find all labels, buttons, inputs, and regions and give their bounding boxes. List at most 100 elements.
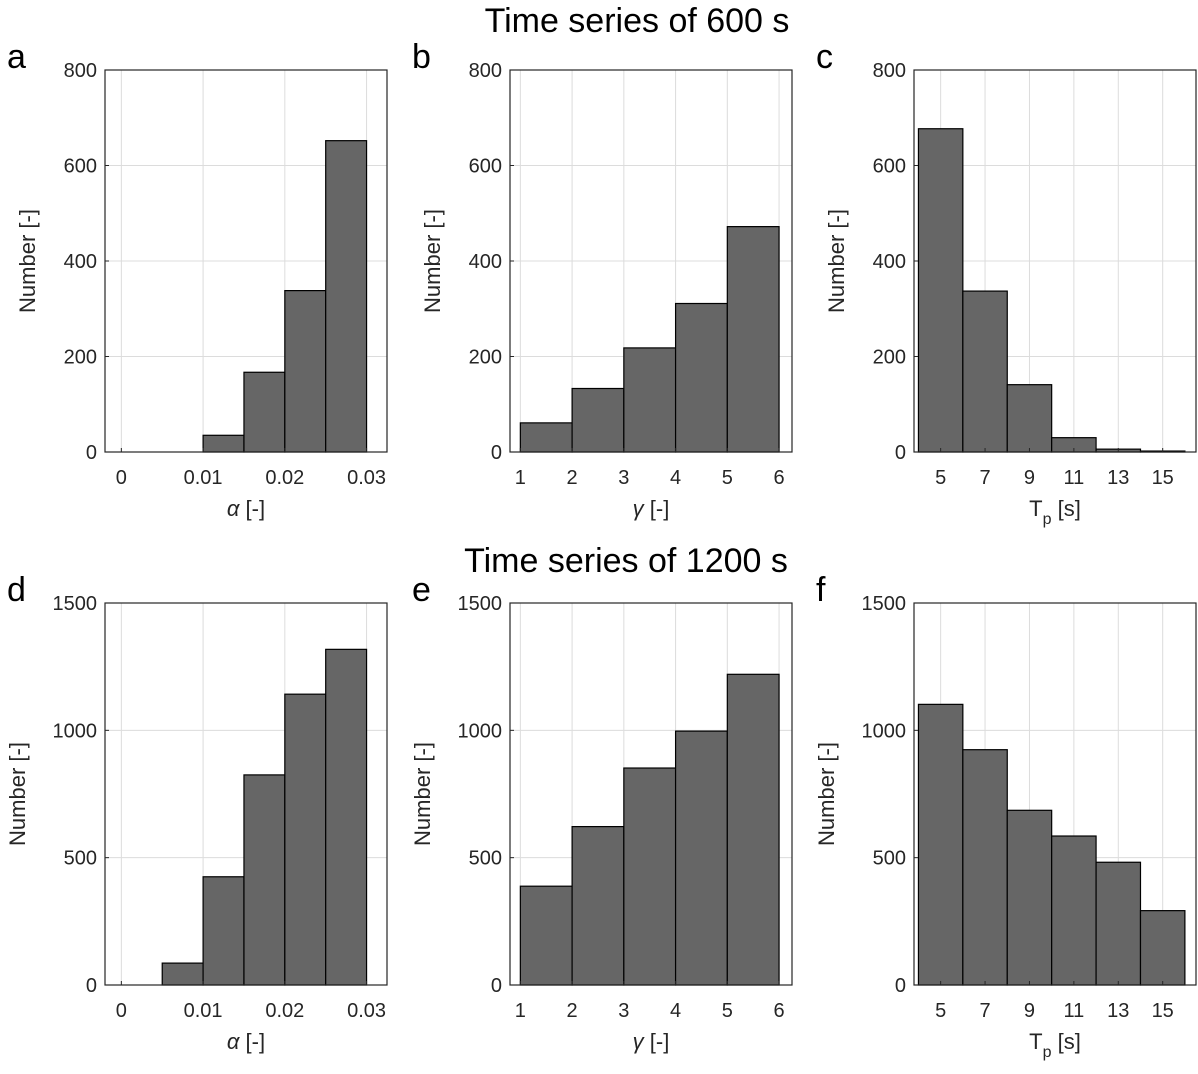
xtick-label: 0.03: [347, 467, 386, 489]
ytick-label: 1000: [862, 720, 907, 742]
panel-letter: b: [412, 38, 431, 76]
bar-f-1: [962, 749, 1008, 986]
xtick-label: 0.01: [184, 1000, 223, 1022]
xtick-label: 11: [1063, 1000, 1084, 1022]
xtick-label: 2: [567, 1000, 578, 1022]
xtick-label: 0: [116, 467, 127, 489]
ytick-label: 500: [64, 848, 97, 870]
x-axis-unit: [s]: [1052, 496, 1081, 521]
y-axis-label: Number [-]: [5, 742, 30, 846]
bar-a-2: [202, 434, 245, 453]
xtick-label: 0.01: [184, 467, 223, 489]
ytick-label: 0: [491, 442, 502, 464]
y-axis-label: Number [-]: [420, 209, 445, 313]
ytick-label: 500: [469, 848, 502, 870]
xtick-label: 5: [722, 1000, 733, 1022]
x-axis-unit: [-]: [239, 1029, 265, 1054]
bar-f-0: [917, 703, 964, 986]
bar-c-1: [962, 290, 1008, 453]
ytick-label: 0: [895, 975, 906, 997]
y-axis-label: Number [-]: [814, 742, 839, 846]
row-title-1200: Time series of 1200 s: [464, 542, 788, 580]
x-axis-label: Tp [s]: [1029, 496, 1081, 528]
panel-f: 5 7 9 11 13 15 0 500 1000 1500 Tp [s] Number [-] f: [814, 571, 1197, 1061]
ytick-label: 0: [86, 442, 97, 464]
x-axis-symbol: α: [227, 496, 241, 521]
xtick-label: 5: [935, 1000, 946, 1022]
ytick-label: 800: [469, 60, 502, 82]
ytick-label: 200: [469, 347, 502, 369]
xtick-label: 5: [935, 467, 946, 489]
bar-d-1: [161, 962, 204, 986]
x-axis-label: γ [-]: [633, 1029, 670, 1054]
bar-c-0: [917, 128, 964, 453]
xtick-label: 15: [1152, 467, 1174, 489]
x-axis-symbol: γ: [633, 496, 646, 521]
xtick-label: 7: [979, 467, 990, 489]
axes-frame: [104, 602, 388, 986]
x-axis-unit: [-]: [239, 496, 265, 521]
bar-f-5: [1139, 910, 1186, 986]
xtick-label: 9: [1024, 467, 1035, 489]
x-axis-subscript: p: [1043, 511, 1052, 528]
panel-c: 5 7 9 11 13 15 0 200 400 600 800 Tp [s] Number [-] c: [816, 38, 1197, 528]
bar-e-3: [674, 730, 728, 986]
bar-b-3: [674, 302, 728, 453]
bar-f-4: [1095, 861, 1142, 986]
xtick-label: 0.03: [347, 1000, 386, 1022]
bar-e-4: [726, 673, 780, 986]
panel-d: 0 0.01 0.02 0.03 0 500 1000 1500 α [-] Number [-]…: [5, 571, 388, 1054]
ytick-label: 1500: [862, 593, 907, 615]
bar-d-3: [243, 774, 286, 986]
panel-a: 0 0.01 0.02 0.03 0 200 400 600 800 α [-] Number [-…: [7, 38, 388, 521]
panel-letter: f: [816, 571, 826, 609]
ytick-label: 0: [895, 442, 906, 464]
bar-b-2: [623, 347, 677, 453]
ytick-label: 0: [86, 975, 97, 997]
xtick-label: 13: [1107, 1000, 1129, 1022]
xtick-label: 4: [670, 1000, 681, 1022]
ytick-label: 400: [873, 251, 906, 273]
bar-c-2: [1006, 384, 1053, 453]
xtick-label: 6: [774, 1000, 785, 1022]
x-axis-label: Tp [s]: [1029, 1029, 1081, 1061]
ytick-label: 1500: [53, 593, 98, 615]
ytick-label: 0: [491, 975, 502, 997]
panel-letter: d: [7, 571, 26, 609]
row-title-600: Time series of 600 s: [485, 2, 790, 40]
xtick-label: 0.02: [265, 1000, 304, 1022]
y-axis-label: Number [-]: [824, 209, 849, 313]
ytick-label: 600: [64, 156, 97, 178]
ytick-label: 800: [64, 60, 97, 82]
ytick-label: 800: [873, 60, 906, 82]
bar-b-0: [519, 422, 573, 453]
x-axis-label: α [-]: [227, 496, 265, 521]
bar-b-4: [726, 226, 780, 453]
bar-b-1: [571, 387, 625, 453]
xtick-label: 3: [618, 467, 629, 489]
ytick-label: 1000: [53, 720, 98, 742]
panel-e: 1 2 3 4 5 6 0 500 1000 1500 γ [-] Number [-] e: [410, 571, 793, 1054]
xtick-label: 7: [979, 1000, 990, 1022]
xtick-label: 11: [1063, 467, 1084, 489]
xtick-label: 9: [1024, 1000, 1035, 1022]
xtick-label: 2: [567, 467, 578, 489]
panel-b: 1 2 3 4 5 6 0 200 400 600 800 γ [-] Number [-] b: [412, 38, 793, 521]
panel-letter: a: [7, 38, 26, 76]
bar-e-2: [623, 767, 677, 986]
x-axis-symbol: γ: [633, 1029, 646, 1054]
bar-e-1: [571, 825, 625, 986]
xtick-label: 1: [515, 1000, 526, 1022]
x-axis-symbol: T: [1029, 496, 1042, 521]
y-axis-label: Number [-]: [410, 742, 435, 846]
bar-f-2: [1006, 809, 1053, 986]
ytick-label: 600: [873, 156, 906, 178]
bar-a-5: [325, 140, 368, 453]
x-axis-subscript: p: [1043, 1044, 1052, 1061]
x-axis-unit: [s]: [1052, 1029, 1081, 1054]
xtick-label: 3: [618, 1000, 629, 1022]
x-axis-symbol: T: [1029, 1029, 1042, 1054]
y-axis-label: Number [-]: [15, 209, 40, 313]
bar-d-2: [202, 876, 245, 986]
